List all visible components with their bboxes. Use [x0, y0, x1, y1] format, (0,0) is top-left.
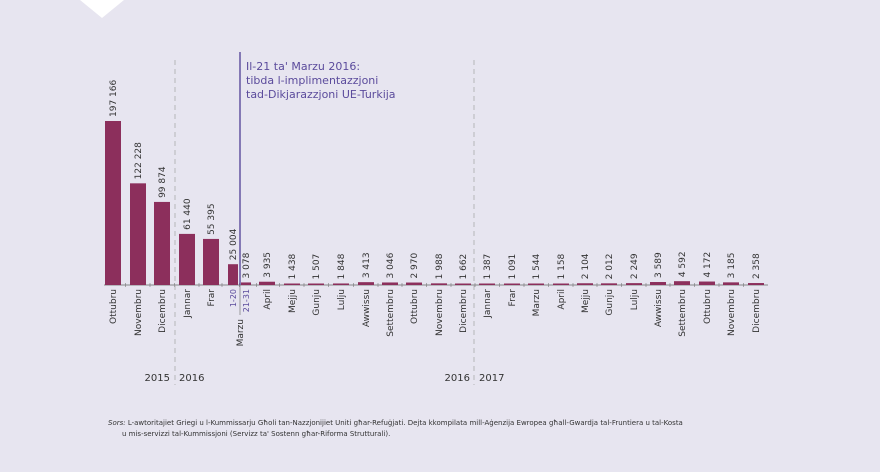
category-label: Jannar — [183, 289, 193, 319]
category-label: 21-31 — [242, 289, 251, 312]
category-label: Awwissu — [362, 289, 372, 327]
bar — [553, 283, 569, 285]
value-label: 2 104 — [581, 253, 591, 279]
value-label: 1 988 — [435, 253, 445, 279]
value-label: 55 395 — [207, 203, 217, 235]
value-label: 2 358 — [752, 253, 762, 279]
category-label: Ottubru — [109, 289, 119, 324]
bar — [241, 282, 251, 285]
bar — [699, 281, 715, 285]
source-text-2: u mis-servizzi tal-Kummissjoni (Servizz … — [122, 430, 391, 438]
bar — [308, 283, 324, 285]
bar — [528, 283, 544, 285]
value-label: 1 438 — [288, 253, 298, 279]
bar — [626, 283, 642, 285]
value-label: 1 848 — [337, 253, 347, 279]
category-label: Settembru — [678, 289, 688, 337]
bar — [333, 283, 349, 285]
year-label: 2016 — [179, 373, 204, 384]
bar — [650, 282, 666, 285]
value-label: 2 012 — [605, 254, 615, 280]
value-label: 1 387 — [483, 254, 493, 280]
category-label: Frar — [207, 289, 217, 307]
value-label: 3 046 — [386, 252, 396, 278]
value-label: 4 592 — [678, 251, 688, 277]
category-label: 1-20 — [229, 289, 238, 307]
value-label: 2 249 — [630, 253, 640, 279]
bar — [406, 282, 422, 285]
category-label: April — [557, 289, 567, 310]
bar — [455, 283, 471, 285]
bar — [105, 121, 121, 285]
bar — [504, 283, 520, 285]
bar — [674, 281, 690, 285]
value-label: 1 662 — [459, 254, 469, 280]
bar — [179, 233, 195, 285]
value-label: 197 166 — [109, 80, 119, 117]
value-label: 3 078 — [242, 252, 252, 278]
category-label: Mejju — [288, 289, 298, 313]
bar — [479, 283, 495, 285]
source-note: Sors: L-awtoritajiet Griegi u l-Kummissa… — [108, 418, 748, 440]
value-label: 3 185 — [727, 253, 737, 279]
bar — [748, 283, 764, 285]
bar-chart: 197 166 Ottubru 122 228 Novembru 99 874 Dicem… — [104, 52, 768, 385]
category-label: Mejju — [581, 289, 591, 313]
value-label: 3 589 — [654, 252, 664, 278]
category-label: Lulju — [337, 289, 347, 310]
bar — [154, 201, 170, 285]
category-group-label: Marzu — [236, 319, 246, 346]
category-label: Marzu — [532, 289, 542, 316]
bar — [723, 282, 739, 285]
bar — [284, 283, 300, 285]
annotation-text: Il-21 ta' Marzu 2016: — [246, 60, 360, 73]
bar — [130, 183, 146, 285]
category-label: Dicembru — [752, 289, 762, 333]
category-label: Settembru — [386, 289, 396, 337]
source-label: Sors: — [108, 419, 126, 427]
category-label: Dicembru — [158, 289, 168, 333]
source-text: L-awtoritajiet Griegi u l-Kummissarju Għ… — [125, 419, 683, 427]
category-label: Gunju — [605, 289, 615, 316]
category-label: Ottubru — [703, 289, 713, 324]
value-label: 1 544 — [532, 253, 542, 279]
category-label: Ottubru — [410, 289, 420, 324]
bar — [259, 281, 275, 285]
bar — [431, 283, 447, 285]
annotation-text: tibda l-implimentazzjoni — [246, 74, 378, 87]
bar — [203, 238, 219, 285]
value-label: 122 228 — [134, 142, 144, 179]
value-label: 61 440 — [183, 198, 193, 230]
corner-decoration — [80, 0, 124, 18]
value-label: 25 004 — [229, 228, 239, 260]
bar — [382, 282, 398, 285]
value-label: 1 091 — [508, 254, 518, 280]
bar — [228, 264, 238, 285]
value-label: 99 874 — [158, 166, 168, 198]
category-label: Novembru — [727, 289, 737, 336]
category-label: April — [263, 289, 273, 310]
category-label: Novembru — [435, 289, 445, 336]
value-label: 3 413 — [362, 252, 372, 278]
category-label: Dicembru — [459, 289, 469, 333]
value-label: 2 970 — [410, 252, 420, 278]
annotation-text: tad-Dikjarazzjoni UE-Turkija — [246, 88, 396, 101]
bar — [577, 283, 593, 285]
value-label: 4 172 — [703, 252, 713, 278]
value-label: 1 507 — [312, 254, 322, 280]
category-label: Jannar — [483, 289, 493, 319]
year-label: 2017 — [479, 373, 504, 384]
year-label: 2015 — [145, 373, 170, 384]
year-label: 2016 — [445, 373, 470, 384]
bar — [601, 283, 617, 285]
category-label: Gunju — [312, 289, 322, 316]
category-label: Awwissu — [654, 289, 664, 327]
category-label: Novembru — [134, 289, 144, 336]
category-label: Lulju — [630, 289, 640, 310]
value-label: 1 158 — [557, 253, 567, 279]
category-label: Frar — [508, 289, 518, 307]
value-label: 3 935 — [263, 252, 273, 278]
bar — [358, 282, 374, 285]
